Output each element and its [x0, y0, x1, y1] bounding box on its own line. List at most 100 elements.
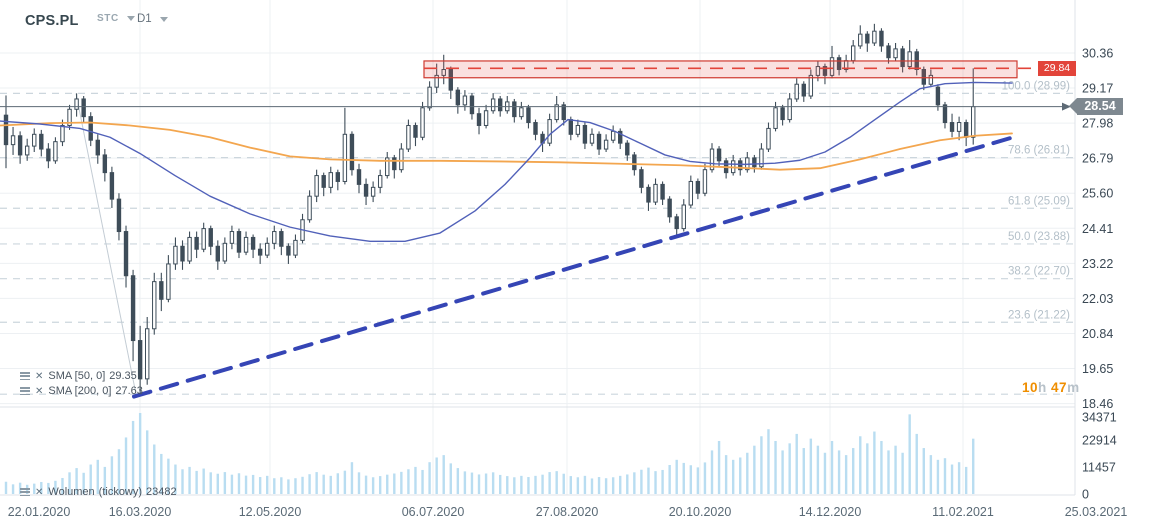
resistance-zone	[423, 60, 1036, 79]
candle-body	[427, 86, 432, 109]
volume-label: Wolumen	[48, 486, 95, 498]
price-axis-label: 18.46	[1082, 397, 1113, 411]
volume-bar	[89, 464, 92, 494]
candle-body	[46, 148, 51, 162]
candle-body	[498, 98, 503, 112]
candle-body	[462, 95, 468, 106]
candle-body	[159, 281, 164, 300]
volume-bar	[138, 413, 142, 494]
volume-settings-icon[interactable]	[20, 488, 30, 496]
symbol-type-dropdown[interactable]: STC	[97, 13, 135, 24]
volume-axis-label: 0	[1082, 488, 1089, 502]
volume-bar	[922, 448, 925, 494]
volume-bar	[633, 472, 636, 494]
volume-bar	[689, 465, 693, 494]
candle-body	[667, 198, 672, 218]
candle-body	[956, 122, 962, 132]
candle-body	[490, 98, 496, 112]
candle-body	[356, 169, 362, 185]
indicator-settings-icon[interactable]	[20, 372, 30, 380]
candle-body	[314, 175, 319, 197]
candle-body	[406, 124, 411, 150]
candle-body	[836, 57, 842, 70]
candle-body	[10, 135, 16, 146]
price-axis-label: 26.79	[1082, 152, 1113, 166]
candle-body	[60, 124, 65, 143]
candle-body	[201, 228, 206, 250]
indicator-settings-icon[interactable]	[20, 387, 30, 395]
price-axis-label: 23.22	[1082, 257, 1113, 271]
volume-bar	[753, 445, 756, 494]
indicator-close-icon[interactable]: ✕	[35, 370, 44, 382]
volume-bar	[972, 438, 975, 494]
price-axis-label: 24.41	[1082, 222, 1113, 236]
candle-body	[370, 186, 376, 197]
candle-body	[646, 186, 651, 203]
volume-bar	[251, 474, 255, 494]
candle-body	[780, 107, 785, 121]
candle-body	[187, 236, 192, 262]
volume-bar	[287, 479, 290, 494]
indicator-close-icon[interactable]: ✕	[35, 385, 44, 397]
candle-body	[709, 148, 715, 171]
candle-body	[851, 45, 856, 62]
candle-body	[102, 154, 108, 174]
candle-body	[625, 142, 630, 156]
current-price-badge: 28.54	[1069, 98, 1123, 116]
volume-bar	[520, 475, 523, 494]
volume-bar	[82, 472, 85, 494]
candle-countdown: 10h 47m	[1022, 380, 1080, 395]
fib-level-label: 50.0 (23.88)	[1008, 231, 1070, 243]
candle-body	[222, 242, 228, 262]
volume-bar	[837, 450, 841, 494]
date-axis-label: 22.01.2020	[8, 505, 71, 519]
volume-bar	[400, 471, 403, 494]
volume-bar	[449, 463, 452, 494]
grid	[0, 0, 1076, 496]
candle-body	[17, 135, 23, 156]
chevron-down-icon	[159, 16, 168, 22]
candle-body	[674, 216, 679, 230]
volume-bar	[75, 468, 78, 494]
volume-bar	[788, 443, 791, 494]
candle-body	[123, 231, 129, 277]
volume-bar	[110, 456, 114, 494]
candle-body	[236, 231, 242, 253]
price-axis-label: 30.36	[1082, 47, 1113, 61]
fib-level-label: 61.8 (25.09)	[1008, 195, 1070, 207]
candle-body	[441, 68, 446, 76]
candle-body	[152, 281, 157, 330]
volume-bar	[117, 449, 121, 494]
resistance-zone-rect[interactable]	[423, 60, 1018, 79]
price-axis-label: 29.17	[1082, 82, 1113, 96]
timeframe-dropdown[interactable]: D1	[137, 13, 168, 25]
candle-body	[808, 74, 814, 97]
candle-body	[483, 110, 489, 126]
volume-bar	[859, 436, 862, 494]
volume-bar	[661, 469, 664, 494]
candle-body	[194, 236, 199, 250]
candle-body	[116, 198, 122, 233]
volume-bar	[873, 431, 876, 494]
volume-bar	[668, 465, 671, 494]
volume-bar	[541, 474, 544, 494]
candle-body	[250, 236, 256, 250]
candle-body	[759, 148, 764, 168]
volume-close-icon[interactable]: ✕	[35, 486, 44, 498]
fib-connector-line[interactable]	[75, 93, 137, 395]
candle-body	[307, 195, 312, 221]
candle-body	[130, 275, 136, 342]
candle-body	[377, 175, 383, 188]
candle-body	[815, 66, 821, 76]
volume-bar	[562, 473, 565, 494]
date-axis-label: 27.08.2020	[536, 505, 599, 519]
volume-bar	[188, 466, 191, 494]
volume-bar	[499, 474, 502, 494]
trendline[interactable]	[132, 135, 1015, 399]
candle-body	[554, 104, 559, 121]
candle-body	[752, 157, 757, 168]
candle-body	[829, 57, 835, 76]
volume-bar	[696, 467, 700, 494]
candle-body	[385, 157, 390, 177]
